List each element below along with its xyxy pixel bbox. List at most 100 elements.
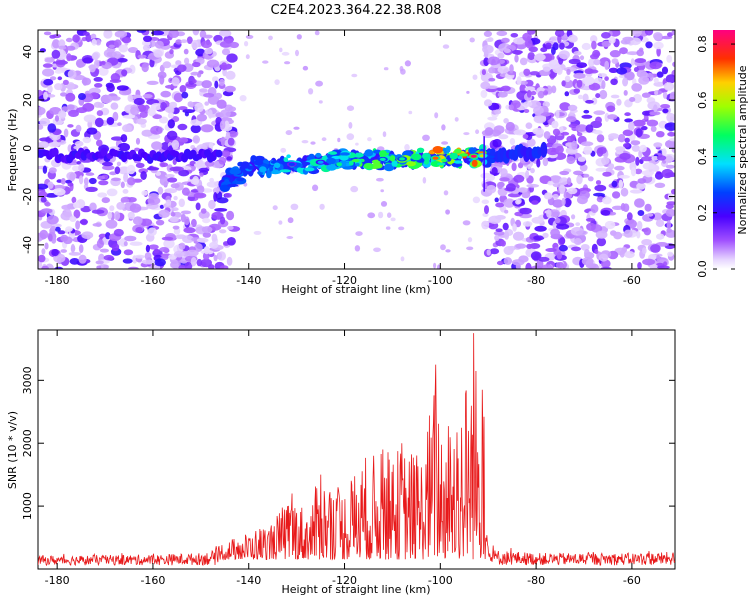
heatmap-cell — [568, 58, 581, 65]
y-tick-label: 40 — [21, 45, 34, 59]
heatmap-cell — [611, 58, 619, 64]
heatmap-cell — [534, 225, 547, 232]
heatmap-cell — [635, 128, 643, 138]
heatmap-cell — [600, 266, 612, 269]
heatmap-cell — [596, 237, 607, 247]
heatmap-cell — [116, 161, 121, 167]
heatmap-cell — [558, 50, 570, 60]
heatmap-cell — [111, 136, 123, 141]
heatmap-cell — [581, 114, 593, 119]
heatmap-cell — [651, 156, 659, 161]
heatmap-cell — [219, 78, 225, 86]
heatmap-cell — [103, 49, 115, 58]
heatmap-cell — [167, 112, 174, 119]
heatmap-cell — [593, 110, 606, 115]
heatmap-cell — [468, 147, 477, 155]
heatmap-cell — [576, 230, 588, 236]
heatmap-cell — [662, 91, 668, 99]
heatmap-cell — [500, 168, 508, 177]
heatmap-cell — [619, 250, 625, 258]
heatmap-cell — [660, 104, 671, 109]
heatmap-cell — [610, 78, 618, 86]
heatmap-cell — [643, 227, 651, 236]
heatmap-cell — [619, 152, 631, 160]
heatmap-cell — [669, 137, 675, 142]
heatmap-cell — [597, 73, 608, 78]
heatmap-cell — [503, 198, 516, 208]
heatmap-cell — [60, 234, 69, 242]
heatmap-cell — [543, 192, 553, 200]
heatmap-cell — [463, 132, 470, 136]
heatmap-cell — [467, 237, 473, 243]
heatmap-cell — [632, 119, 646, 127]
heatmap-cell — [66, 82, 75, 90]
heatmap-cell — [536, 158, 541, 168]
heatmap-cell — [47, 123, 57, 133]
heatmap-cell — [153, 248, 160, 254]
heatmap-cell — [109, 205, 115, 212]
heatmap-cell — [149, 58, 155, 68]
heatmap-cell — [610, 94, 620, 99]
heatmap-cell — [219, 184, 230, 192]
heatmap-cell — [219, 265, 229, 269]
heatmap-cell — [49, 76, 57, 81]
heatmap-cell — [171, 77, 180, 87]
heatmap-cell — [227, 225, 234, 230]
heatmap-cell — [164, 106, 174, 113]
heatmap-cell — [226, 156, 233, 161]
heatmap-cell — [72, 165, 80, 172]
heatmap-cell — [519, 207, 532, 215]
heatmap-cell — [203, 246, 210, 255]
heatmap-cell — [491, 167, 498, 176]
heatmap-cell — [555, 261, 565, 269]
heatmap-cell — [226, 53, 238, 63]
heatmap-cell — [224, 38, 234, 43]
heatmap-cell — [634, 198, 645, 208]
heatmap-cell — [106, 188, 118, 197]
heatmap-cell — [336, 162, 343, 167]
heatmap-cell — [49, 34, 56, 39]
heatmap-cell — [586, 222, 596, 231]
heatmap-cell — [184, 216, 190, 226]
heatmap-cell — [629, 97, 636, 102]
heatmap-cell — [94, 83, 103, 88]
heatmap-cell — [511, 162, 517, 172]
heatmap-cell — [590, 53, 599, 60]
heatmap-cell — [576, 79, 583, 88]
heatmap-cell — [624, 112, 631, 117]
heatmap-cell — [219, 120, 226, 130]
heatmap-cell — [641, 126, 648, 131]
heatmap-cell — [209, 241, 219, 249]
heatmap-cell — [122, 124, 133, 133]
heatmap-cell — [540, 112, 552, 117]
heatmap-cell — [355, 162, 360, 167]
heatmap-cell — [513, 174, 525, 183]
heatmap-cell — [177, 64, 187, 73]
heatmap-cell — [127, 94, 134, 102]
heatmap-cell — [391, 160, 398, 167]
heatmap-x-label: Height of straight line (km) — [281, 283, 430, 296]
heatmap-cell — [526, 183, 540, 188]
heatmap-cell — [197, 72, 202, 78]
heatmap-cell — [123, 241, 128, 247]
heatmap-cell — [559, 184, 566, 194]
heatmap-cell — [616, 98, 622, 106]
heatmap-cell — [57, 76, 63, 81]
y-tick-label: -20 — [21, 188, 34, 206]
heatmap-cell — [602, 171, 612, 177]
heatmap-cell — [187, 101, 194, 108]
heatmap-cell — [601, 80, 606, 90]
heatmap-cell — [566, 177, 572, 186]
heatmap-cell — [490, 148, 496, 156]
heatmap-cell — [662, 108, 669, 114]
heatmap-cell — [552, 128, 561, 136]
heatmap-cell — [113, 228, 124, 237]
heatmap-cell — [654, 182, 666, 188]
heatmap-cell — [93, 77, 103, 82]
heatmap-cell — [46, 94, 56, 98]
heatmap-cell — [564, 75, 571, 83]
heatmap-cell — [154, 258, 166, 267]
heatmap-cell — [207, 109, 213, 119]
heatmap-cell — [524, 86, 535, 92]
heatmap-cell — [146, 167, 160, 171]
